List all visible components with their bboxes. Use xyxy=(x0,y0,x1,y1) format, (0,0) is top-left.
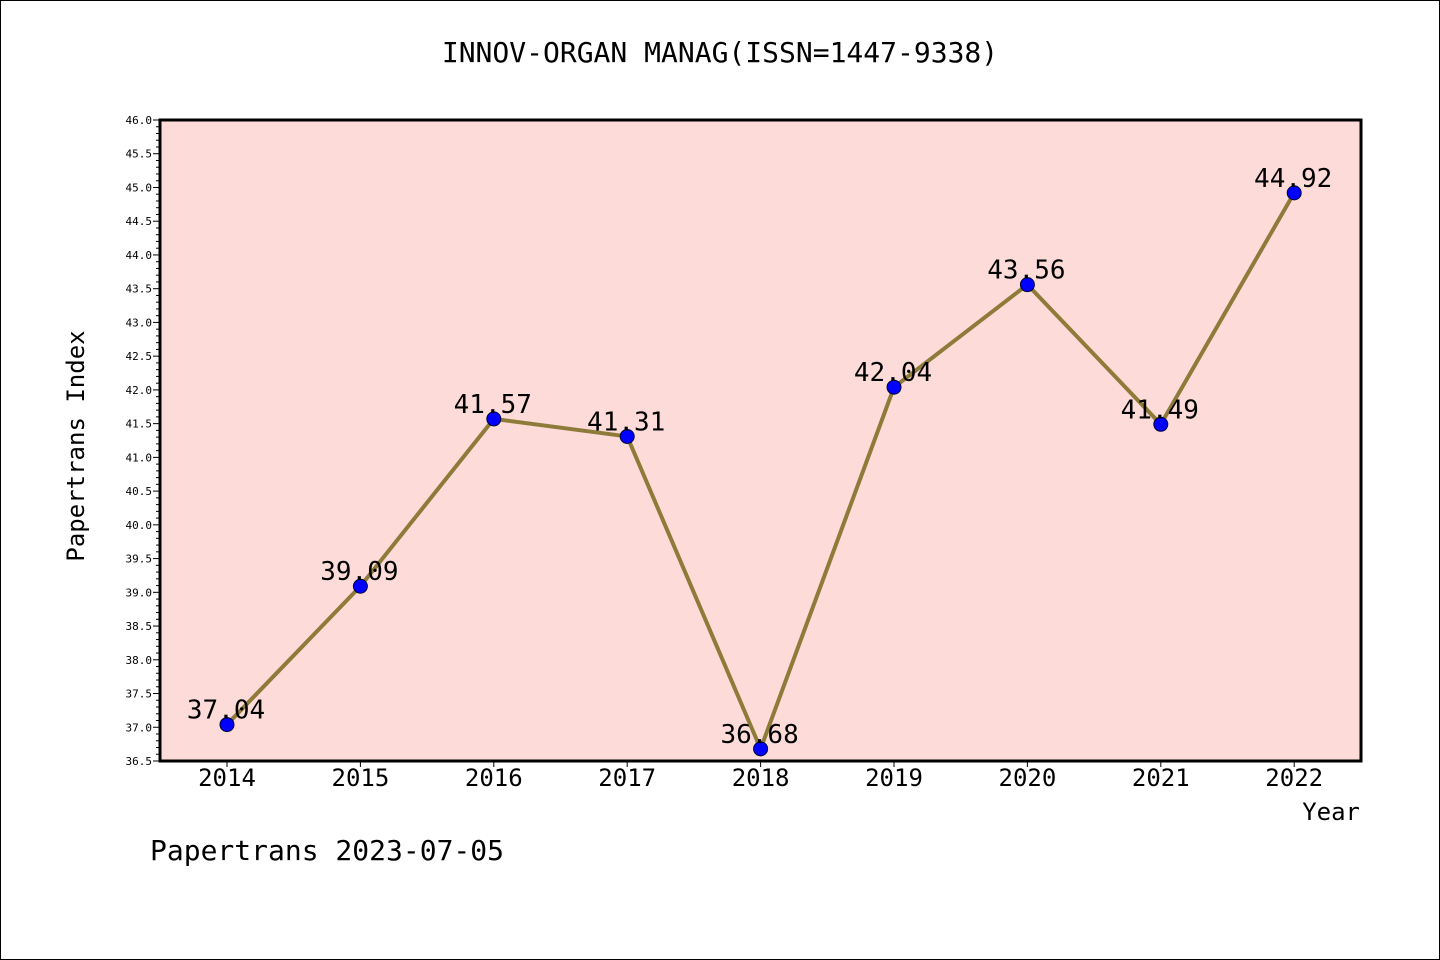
data-label: 39.09 xyxy=(320,557,398,587)
y-tick-label: 38.5 xyxy=(126,620,153,633)
y-tick-label: 39.5 xyxy=(126,553,153,566)
x-axis-label: Year xyxy=(1302,798,1360,826)
y-tick-label: 41.0 xyxy=(126,451,153,464)
x-tick-label: 2021 xyxy=(1132,764,1190,792)
y-tick-label: 44.5 xyxy=(126,215,153,228)
data-labels-group: 37.04 39.09 41.57 41.31 36.68 42.04 43.56 41.49… xyxy=(187,164,1332,750)
data-label: 42.04 xyxy=(854,358,932,388)
y-tick-label: 38.0 xyxy=(126,654,153,667)
x-tick-label: 2017 xyxy=(598,764,656,792)
data-point-marker xyxy=(753,741,769,757)
data-label: 36.68 xyxy=(720,720,798,750)
data-label: 41.31 xyxy=(587,407,665,437)
y-axis-ticks: 36.5 37.0 37.5 38.0 38.5 39.0 39.5 40.0 40.5 41.0… xyxy=(126,114,160,768)
y-tick-label: 42.5 xyxy=(126,350,153,363)
markers-group xyxy=(219,185,1302,757)
data-label: 44.92 xyxy=(1254,164,1332,194)
y-tick-label: 40.5 xyxy=(126,485,153,498)
plot-border xyxy=(158,118,1363,763)
y-tick-label: 42.0 xyxy=(126,384,153,397)
y-tick-label: 45.0 xyxy=(126,181,153,194)
y-axis-label: Papertrans Index xyxy=(62,330,90,561)
y-tick-label: 40.0 xyxy=(126,519,153,532)
data-point-marker xyxy=(219,717,235,733)
data-point-marker xyxy=(619,428,635,444)
plot-area xyxy=(160,120,1361,761)
y-tick-label: 39.0 xyxy=(126,586,153,599)
y-tick-label: 37.5 xyxy=(126,688,153,701)
y-tick-label: 43.5 xyxy=(126,283,153,296)
data-point-marker xyxy=(886,379,902,395)
chart-title: INNOV-ORGAN MANAG(ISSN=1447-9338) xyxy=(441,36,999,69)
y-tick-label: 36.5 xyxy=(126,755,153,768)
x-tick-label: 2015 xyxy=(332,764,390,792)
data-point-marker xyxy=(1019,277,1035,293)
x-tick-label: 2014 xyxy=(198,764,256,792)
y-tick-label: 43.0 xyxy=(126,316,153,329)
x-tick-label: 2019 xyxy=(865,764,923,792)
footer-date-text: Papertrans 2023-07-05 xyxy=(150,834,505,867)
x-axis-ticks: 2014 2015 2016 2017 2018 2019 2020 2021 2022 xyxy=(198,761,1323,792)
data-point-marker xyxy=(1286,185,1302,201)
data-label: 41.49 xyxy=(1121,395,1199,425)
y-tick-label: 46.0 xyxy=(126,114,153,127)
data-point-marker xyxy=(352,578,368,594)
y-tick-label: 44.0 xyxy=(126,249,153,262)
data-point-marker xyxy=(486,411,502,427)
x-tick-label: 2020 xyxy=(999,764,1057,792)
y-tick-label: 37.0 xyxy=(126,721,153,734)
data-label: 43.56 xyxy=(987,256,1065,286)
y-tick-label: 45.5 xyxy=(126,148,153,161)
x-tick-label: 2016 xyxy=(465,764,523,792)
data-label: 37.04 xyxy=(187,696,265,726)
x-tick-label: 2018 xyxy=(732,764,790,792)
x-tick-label: 2022 xyxy=(1265,764,1323,792)
y-tick-label: 41.5 xyxy=(126,418,153,431)
data-point-marker xyxy=(1153,416,1169,432)
data-label: 41.57 xyxy=(454,390,532,420)
